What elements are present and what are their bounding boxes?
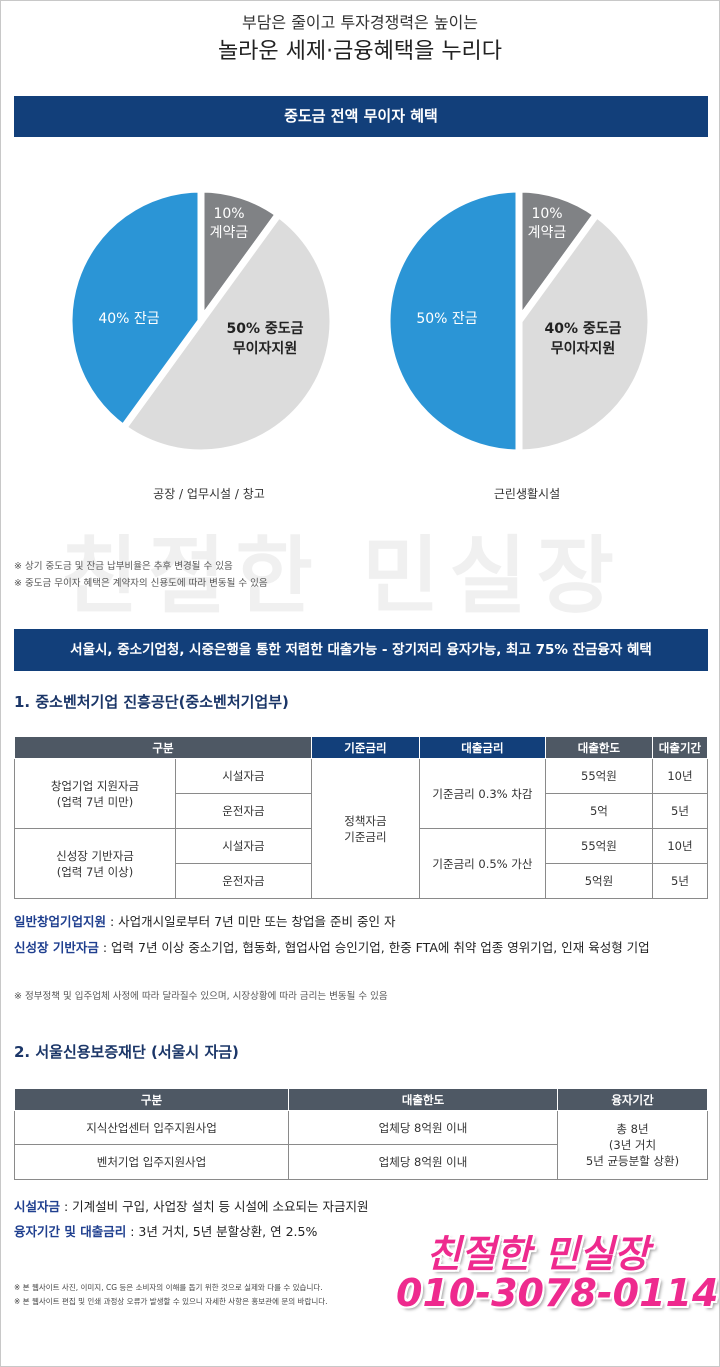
th: 기준금리 bbox=[310, 736, 420, 759]
text: (업력 7년 미만) bbox=[56, 794, 134, 809]
text: : 기계설비 구입, 사업장 설치 등 시설에 소요되는 자금지원 bbox=[60, 1199, 369, 1214]
cell: 기준금리 0.3% 차감 bbox=[418, 758, 546, 829]
text: 정책자금 bbox=[344, 813, 387, 828]
slice-note: 무이자지원 bbox=[233, 340, 297, 357]
cell: 기준금리 0.5% 가산 bbox=[418, 828, 546, 899]
cell: 55억원 bbox=[544, 758, 653, 794]
slice-label: 잔금 bbox=[134, 311, 160, 327]
contact-name: 친절한 민실장 bbox=[426, 1232, 649, 1276]
slice-label: 계약금 bbox=[528, 225, 567, 241]
text: : 업력 7년 이상 중소기업, 협동화, 협업사업 승인기업, 한중 FTA에… bbox=[98, 940, 650, 955]
slice-label: 계약금 bbox=[210, 225, 249, 241]
slice-value-label: 50% bbox=[226, 321, 260, 337]
cell: 벤처기업 입주지원사업 bbox=[14, 1144, 289, 1180]
definition: 융자기간 및 대출금리 : 3년 거치, 5년 분할상환, 연 2.5% bbox=[14, 1221, 317, 1240]
cell: 10년 bbox=[651, 828, 709, 864]
cell: 5억 bbox=[544, 793, 653, 829]
slice-label-group: 40% 잔금 bbox=[98, 311, 159, 327]
section-heading: 2. 서울신용보증재단 (서울시 자금) bbox=[14, 1043, 239, 1061]
definition: 일반창업기업지원 : 사업개시일로부터 7년 미만 또는 창업을 준비 중인 자 bbox=[14, 911, 395, 930]
slice-label-group: 40% 중도금 bbox=[544, 321, 621, 337]
pie-slice bbox=[515, 209, 655, 457]
loan-table: 구분 기준금리 대출금리 대출한도 대출기간 창업기업 지원자금 (업력 7년 미만) 시설… bbox=[14, 736, 709, 899]
note: ※ 정부정책 및 입주업체 사정에 따라 달라질수 있으며, 시장상황에 따라 … bbox=[14, 991, 388, 1002]
cell: 5억원 bbox=[544, 863, 653, 899]
pie-slice bbox=[65, 185, 205, 433]
pie-slice bbox=[118, 209, 337, 457]
note: ※ 중도금 무이자 혜택은 계약자의 신용도에 따라 변동될 수 있음 bbox=[14, 578, 268, 589]
slice-value-label: 50% bbox=[416, 311, 447, 327]
text: : 사업개시일로부터 7년 미만 또는 창업을 준비 중인 자 bbox=[106, 914, 396, 929]
slice-value-label: 40% bbox=[544, 321, 578, 337]
cell: 운전자금 bbox=[175, 793, 312, 829]
slice-label: 잔금 bbox=[452, 311, 478, 327]
text: 기준금리 bbox=[344, 829, 387, 844]
cell: 신성장 기반자금 (업력 7년 이상) bbox=[14, 828, 176, 899]
term: 일반창업기업지원 bbox=[14, 914, 107, 929]
cell: 시설자금 bbox=[175, 758, 312, 794]
pie-slice bbox=[383, 185, 523, 457]
cell: 운전자금 bbox=[175, 863, 312, 899]
cell: 10년 bbox=[651, 758, 709, 794]
pie-caption: 공장 / 업무시설 / 창고 bbox=[153, 487, 265, 501]
term: 시설자금 bbox=[14, 1199, 61, 1214]
term: 신성장 기반자금 bbox=[14, 940, 99, 955]
cell: 5년 bbox=[651, 863, 709, 899]
text: (3년 거치 bbox=[608, 1138, 657, 1152]
text: 5년 균등분할 상환) bbox=[585, 1154, 680, 1168]
cell: 총 8년 (3년 거치 5년 균등분할 상환) bbox=[557, 1110, 708, 1180]
th: 구분 bbox=[14, 1088, 289, 1111]
text: (업력 7년 이상) bbox=[56, 864, 134, 879]
section-heading: 1. 중소벤처기업 진흥공단(중소벤처기업부) bbox=[14, 693, 289, 711]
cell: 지식산업센터 입주지원사업 bbox=[14, 1110, 289, 1145]
cell: 업체당 8억원 이내 bbox=[288, 1144, 558, 1180]
cell: 5년 bbox=[651, 793, 709, 829]
cell: 업체당 8억원 이내 bbox=[288, 1110, 558, 1145]
slice-label: 중도금 bbox=[583, 321, 622, 337]
th: 대출한도 bbox=[288, 1088, 558, 1111]
th: 대출기간 bbox=[651, 736, 709, 759]
title: 놀라운 세제·금융혜택을 누리다 bbox=[217, 39, 503, 64]
loan-table: 구분 대출한도 융자기간 지식산업센터 입주지원사업 업체당 8억원 이내 총 8년 (… bbox=[14, 1088, 708, 1180]
slice-label-group: 50% 중도금 bbox=[226, 321, 303, 337]
cell: 정책자금 기준금리 bbox=[310, 758, 420, 899]
text: 창업기업 지원자금 bbox=[50, 778, 140, 793]
note: ※ 상기 중도금 및 잔금 납부비율은 추후 변경될 수 있음 bbox=[14, 561, 233, 572]
slice-value-label: 40% bbox=[98, 311, 129, 327]
th: 대출금리 bbox=[418, 736, 546, 759]
text: 총 8년 bbox=[616, 1122, 649, 1136]
definition: 신성장 기반자금 : 업력 7년 이상 중소기업, 협동화, 협업사업 승인기업… bbox=[14, 937, 650, 956]
banner: 서울시, 중소기업청, 시중은행을 통한 저렴한 대출가능 - 장기저리 융자가… bbox=[14, 629, 708, 671]
text: : 3년 거치, 5년 분할상환, 연 2.5% bbox=[126, 1224, 318, 1239]
banner: 중도금 전액 무이자 혜택 bbox=[14, 96, 708, 137]
th: 융자기간 bbox=[557, 1088, 708, 1111]
definition: 시설자금 : 기계설비 구입, 사업장 설치 등 시설에 소요되는 자금지원 bbox=[14, 1196, 368, 1215]
cell: 창업기업 지원자금 (업력 7년 미만) bbox=[14, 758, 176, 829]
term: 융자기간 및 대출금리 bbox=[14, 1224, 127, 1239]
slice-label: 중도금 bbox=[265, 321, 304, 337]
cell: 55억원 bbox=[544, 828, 653, 864]
cell: 시설자금 bbox=[175, 828, 312, 864]
watermark: 친절한 민실장 bbox=[61, 527, 624, 625]
contact-phone: 010-3078-0114 bbox=[396, 1271, 719, 1315]
subtitle: 부담은 줄이고 투자경쟁력은 높이는 bbox=[241, 13, 479, 32]
slice-note: 무이자지원 bbox=[551, 340, 615, 357]
th: 구분 bbox=[14, 736, 312, 759]
slice-label-group: 50% 잔금 bbox=[416, 311, 477, 327]
text: 신성장 기반자금 bbox=[56, 848, 134, 863]
th: 대출한도 bbox=[544, 736, 653, 759]
slice-value-label: 10% bbox=[531, 206, 562, 222]
footer-note: ※ 본 웹사이트 사진, 이미지, CG 등은 소비자의 이해를 돕기 위한 것… bbox=[14, 1283, 323, 1292]
pie-caption: 근린생활시설 bbox=[494, 487, 560, 501]
slice-value-label: 10% bbox=[213, 206, 244, 222]
footer-note: ※ 본 웹사이트 편집 및 인쇄 과정상 오류가 발생할 수 있으니 자세한 사… bbox=[14, 1297, 328, 1306]
